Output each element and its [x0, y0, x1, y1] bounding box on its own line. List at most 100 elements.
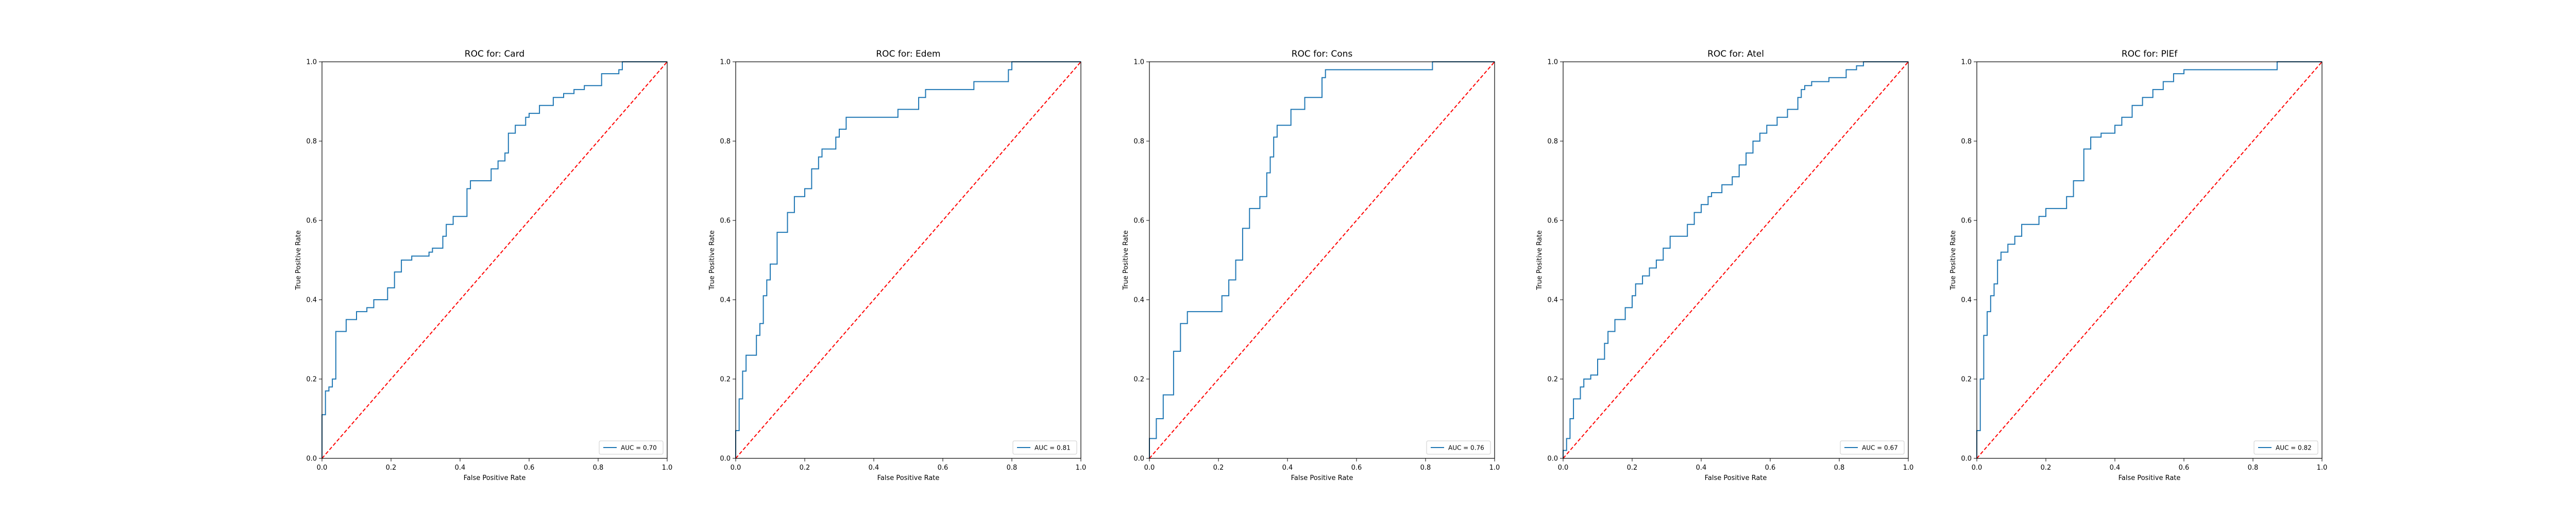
y-tick-label: 0.6 [306, 217, 317, 225]
x-tick-label: 0.2 [800, 464, 810, 472]
y-tick-label: 0.2 [720, 376, 731, 384]
axes-frame [1149, 61, 1495, 459]
y-tick-label: 0.8 [720, 138, 731, 146]
legend-box [1012, 440, 1077, 455]
diagonal-reference-line [1976, 61, 2323, 459]
roc-panel-2: 0.0 0.2 0.4 0.6 0.8 1.0 0.0 0.2 0.4 0.6 0.8 1.0 ROC … [708, 49, 1086, 482]
x-axis-label: False Positive Rate [877, 474, 940, 482]
legend: AUC = 0.81 [1012, 440, 1077, 455]
chart-title: ROC for: Atel [1707, 49, 1764, 59]
axes-frame [1976, 61, 2323, 459]
y-tick-label: 1.0 [1961, 59, 1972, 66]
x-axis-label: False Positive Rate [1705, 474, 1767, 482]
axes-frame [735, 61, 1081, 459]
legend-box [1426, 440, 1491, 455]
x-tick-label: 0.2 [2041, 464, 2052, 472]
chart-title: ROC for: Edem [876, 49, 940, 59]
x-axis-label: False Positive Rate [2119, 474, 2181, 482]
roc-curve-line [735, 61, 1081, 458]
x-tick-label: 0.8 [1834, 464, 1845, 472]
axes-frame [321, 61, 668, 459]
y-tick-label: 0.8 [1133, 138, 1144, 146]
legend: AUC = 0.82 [2253, 440, 2318, 455]
y-axis-label: True Positive Rate [1122, 230, 1130, 290]
y-tick-label: 0.4 [306, 297, 317, 304]
legend: AUC = 0.76 [1426, 440, 1491, 455]
chart-title: ROC for: PlEf [2122, 49, 2178, 59]
y-tick-label: 0.0 [720, 455, 731, 463]
x-tick-label: 0.8 [2248, 464, 2259, 472]
legend-label: AUC = 0.70 [621, 444, 657, 452]
y-tick-label: 0.6 [720, 217, 731, 225]
legend-box [2253, 440, 2318, 455]
y-tick-label: 0.2 [1547, 376, 1558, 384]
y-tick-label: 0.0 [1133, 455, 1144, 463]
chart-title: ROC for: Card [465, 49, 524, 59]
diagonal-reference-line [1563, 61, 1909, 459]
legend-box [1840, 440, 1905, 455]
diagonal-reference-line [1149, 61, 1495, 459]
y-tick-label: 0.6 [1133, 217, 1144, 225]
x-tick-label: 0.4 [1282, 464, 1293, 472]
y-tick-label: 0.6 [1547, 217, 1558, 225]
y-tick-label: 0.8 [1961, 138, 1972, 146]
x-tick-label: 0.0 [1144, 464, 1155, 472]
x-tick-label: 0.4 [2110, 464, 2121, 472]
y-tick-label: 0.0 [306, 455, 317, 463]
roc-panel-4: 0.0 0.2 0.4 0.6 0.8 1.0 0.0 0.2 0.4 0.6 0.8 1.0 ROC … [1536, 49, 1913, 482]
y-tick-label: 1.0 [1547, 59, 1558, 66]
chart-title: ROC for: Cons [1292, 49, 1353, 59]
x-tick-label: 0.4 [455, 464, 466, 472]
x-tick-label: 0.8 [1420, 464, 1431, 472]
y-tick-label: 1.0 [1133, 59, 1144, 66]
x-tick-label: 0.2 [1213, 464, 1224, 472]
y-tick-label: 0.2 [1133, 376, 1144, 384]
x-tick-label: 0.6 [938, 464, 948, 472]
y-tick-label: 0.4 [1961, 297, 1972, 304]
x-tick-label: 1.0 [2317, 464, 2328, 472]
x-tick-label: 1.0 [1076, 464, 1087, 472]
legend-box [599, 440, 664, 455]
roc-panel-3: 0.0 0.2 0.4 0.6 0.8 1.0 0.0 0.2 0.4 0.6 0.8 1.0 ROC … [1122, 49, 1500, 482]
y-tick-label: 0.4 [1547, 297, 1558, 304]
y-tick-label: 0.0 [1547, 455, 1558, 463]
x-tick-label: 0.4 [869, 464, 879, 472]
legend: AUC = 0.67 [1840, 440, 1905, 455]
legend-label: AUC = 0.67 [1862, 444, 1898, 452]
y-tick-label: 0.4 [1133, 297, 1144, 304]
roc-panel-1: 0.0 0.2 0.4 0.6 0.8 1.0 0.0 0.2 0.4 0.6 0.8 1.0 ROC … [295, 49, 672, 482]
x-tick-label: 1.0 [1489, 464, 1500, 472]
diagonal-reference-line [735, 61, 1081, 459]
x-tick-label: 0.6 [2179, 464, 2190, 472]
x-tick-label: 0.6 [1765, 464, 1776, 472]
roc-curve-line [1563, 61, 1908, 458]
x-tick-label: 1.0 [662, 464, 673, 472]
y-tick-label: 0.0 [1961, 455, 1972, 463]
x-tick-label: 1.0 [1903, 464, 1914, 472]
legend: AUC = 0.70 [599, 440, 664, 455]
roc-curve-line [1976, 61, 2322, 458]
legend-label: AUC = 0.76 [1448, 444, 1484, 452]
diagonal-reference-line [321, 61, 668, 459]
y-tick-label: 1.0 [720, 59, 731, 66]
x-tick-label: 0.8 [1007, 464, 1018, 472]
x-tick-label: 0.0 [731, 464, 741, 472]
legend-label: AUC = 0.82 [2276, 444, 2312, 452]
y-axis-label: True Positive Rate [1950, 230, 1957, 290]
x-tick-label: 0.2 [1627, 464, 1638, 472]
x-tick-label: 0.0 [1972, 464, 1982, 472]
x-tick-label: 0.2 [386, 464, 397, 472]
roc-curve-line [1149, 61, 1495, 458]
y-tick-label: 0.8 [306, 138, 317, 146]
x-tick-label: 0.6 [1351, 464, 1362, 472]
y-tick-label: 1.0 [306, 59, 317, 66]
y-axis-label: True Positive Rate [1536, 230, 1544, 290]
y-tick-label: 0.2 [1961, 376, 1972, 384]
y-tick-label: 0.6 [1961, 217, 1972, 225]
y-tick-label: 0.4 [720, 297, 731, 304]
y-axis-label: True Positive Rate [708, 230, 716, 290]
x-tick-label: 0.6 [524, 464, 535, 472]
axes-frame [1563, 61, 1909, 459]
roc-curve-line [321, 61, 667, 458]
